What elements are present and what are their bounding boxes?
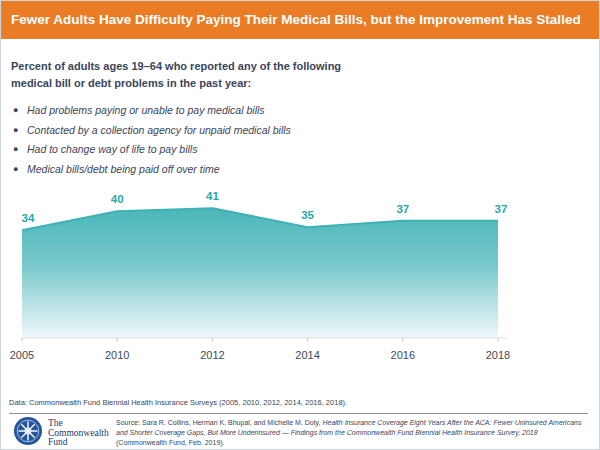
bullet-text: Had problems paying or unable to pay med… [27, 104, 265, 116]
slide: Fewer Adults Have Difficulty Paying Thei… [0, 0, 600, 450]
source-suffix: (Commonwealth Fund, Feb. 2019). [116, 439, 225, 446]
bullet-marker-icon: ● [13, 160, 27, 180]
bullet-marker-icon: ● [13, 140, 27, 160]
source-note: Source: Sara R. Collins, Herman K. Bhupa… [116, 418, 588, 448]
bullet-item: ●Medical bills/debt being paid off over … [13, 160, 291, 180]
bullet-marker-icon: ● [13, 121, 27, 141]
axis-label: 2014 [295, 349, 319, 361]
logo-wordmark: The Commonwealth Fund [48, 417, 109, 448]
bullet-text: Medical bills/debt being paid off over t… [27, 163, 220, 175]
bullet-item: ●Contacted by a collection agency for un… [13, 121, 291, 141]
bullet-text: Had to change way of life to pay bills [27, 143, 197, 155]
bullet-list: ●Had problems paying or unable to pay me… [13, 101, 291, 179]
title-banner: Fewer Adults Have Difficulty Paying Thei… [1, 1, 599, 39]
chart-layer: 2005 34 2010 40 2012 41 2014 35 2016 37 2018 37 [10, 190, 510, 361]
commonwealth-fund-logo: The Commonwealth Fund [14, 417, 109, 448]
bullet-text: Contacted by a collection agency for unp… [27, 124, 291, 136]
source-prefix: Source: Sara R. Collins, Herman K. Bhupa… [116, 419, 322, 426]
axis-label: 2010 [105, 349, 129, 361]
data-label: 41 [206, 190, 219, 202]
axis-label: 2018 [486, 349, 510, 361]
subtitle-line-1: Percent of adults ages 19–64 who reporte… [11, 58, 341, 75]
area-fill [22, 208, 498, 338]
bullet-item: ●Had to change way of life to pay bills [13, 140, 291, 160]
data-label: 34 [22, 212, 35, 224]
axis-label: 2012 [200, 349, 224, 361]
bullet-item: ●Had problems paying or unable to pay me… [13, 101, 291, 121]
subtitle-line-2: medical bill or debt problems in the pas… [11, 75, 341, 92]
area-chart: 2005 34 2010 40 2012 41 2014 35 2016 37 2018 37 [1, 186, 600, 366]
data-label: 35 [301, 209, 314, 221]
chart-subtitle: Percent of adults ages 19–64 who reporte… [11, 58, 341, 92]
commonwealth-fund-logo-icon [14, 417, 42, 445]
data-note: Data: Commonwealth Fund Biennial Health … [9, 398, 347, 407]
bullet-marker-icon: ● [13, 101, 27, 121]
axis-label: 2016 [391, 349, 415, 361]
data-label: 40 [111, 193, 124, 205]
data-label: 37 [495, 203, 508, 215]
footer-divider [9, 413, 588, 414]
axis-label: 2005 [10, 349, 34, 361]
page-title: Fewer Adults Have Difficulty Paying Thei… [11, 13, 581, 28]
logo-line-3: Fund [48, 438, 109, 448]
data-label: 37 [396, 203, 409, 215]
